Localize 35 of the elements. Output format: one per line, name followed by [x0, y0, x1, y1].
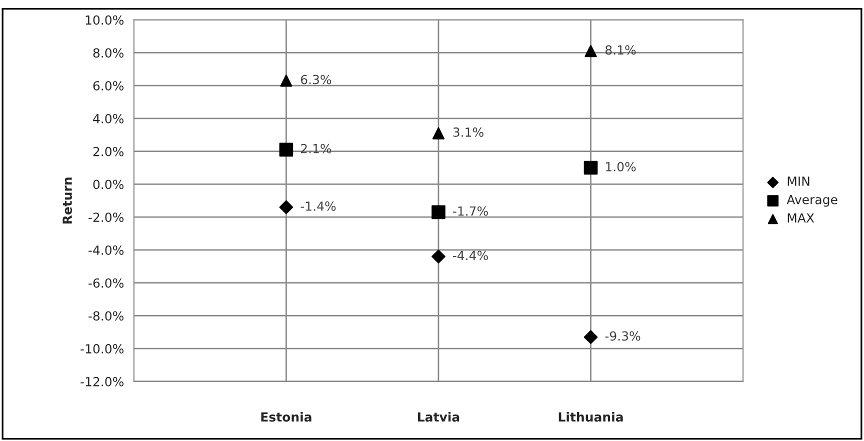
y-tick-label: 10.0% — [86, 15, 124, 25]
point — [584, 330, 598, 344]
y-tick-label: -4.0% — [88, 245, 124, 255]
y-tick-label: 6.0% — [93, 81, 124, 91]
point — [432, 205, 446, 220]
data-label: -1.7% — [452, 206, 488, 216]
data-label: 3.1% — [453, 127, 484, 137]
y-tick-label: 8.0% — [93, 48, 124, 58]
x-tick-label: Estonia — [261, 412, 312, 422]
data-label: 1.0% — [606, 162, 636, 172]
x-tick-label: Latvia — [418, 412, 460, 422]
point — [280, 74, 292, 87]
point — [279, 142, 294, 157]
point — [279, 200, 294, 214]
x-tick-label: Lithuania — [558, 412, 623, 422]
y-tick-label: -6.0% — [88, 278, 124, 288]
point — [432, 127, 445, 140]
legend-label: MAX — [788, 213, 814, 222]
legend-label: Average — [786, 194, 838, 207]
point — [432, 250, 446, 264]
data-label: -4.4% — [452, 250, 488, 260]
y-tick-label: 4.0% — [93, 114, 124, 124]
y-tick-label: -10.0% — [80, 344, 124, 354]
point — [584, 45, 597, 58]
y-tick-label: 2.0% — [93, 146, 124, 156]
data-label: -1.4% — [300, 201, 336, 211]
y-tick-label: 0.0% — [93, 180, 124, 190]
y-tick-label: -8.0% — [88, 311, 124, 321]
y-tick-label: -2.0% — [88, 212, 124, 222]
y-tick-label: -12.0% — [80, 376, 124, 386]
legend-label: MIN — [788, 176, 810, 186]
data-label: 6.3% — [300, 74, 332, 84]
data-label: -9.3% — [605, 331, 640, 341]
y-axis-title: Return — [62, 178, 72, 224]
point — [584, 160, 598, 175]
